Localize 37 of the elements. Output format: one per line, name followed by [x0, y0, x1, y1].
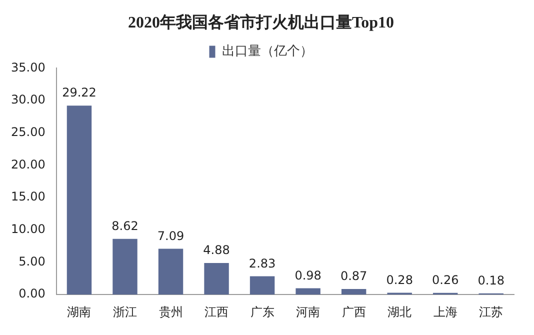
y-tick-label: 5.00: [18, 254, 46, 268]
legend-label: 出口量（亿个）: [222, 44, 313, 60]
x-tick-label: 湖南: [67, 304, 92, 319]
data-label: 29.22: [62, 86, 96, 100]
y-tick-label: 0.00: [18, 286, 46, 301]
y-tick-label: 30.00: [10, 92, 46, 107]
bar: [204, 263, 229, 295]
data-label: 0.26: [432, 273, 459, 288]
data-label: 0.87: [340, 269, 368, 284]
bar: [158, 248, 184, 295]
y-tick-label: 20.00: [10, 157, 46, 172]
y-tick-label: 35.00: [10, 60, 46, 74]
y-tick-label: 15.00: [10, 190, 46, 204]
bar: [112, 238, 138, 295]
data-label: 4.88: [203, 243, 230, 258]
data-label: 7.09: [157, 228, 184, 243]
x-tick-label: 上海: [433, 304, 458, 319]
data-label: 8.62: [112, 218, 138, 233]
x-tick-label: 江西: [204, 304, 229, 319]
y-tick-label: 25.00: [10, 125, 46, 140]
bar: [341, 288, 366, 295]
y-tick-label: 10.00: [10, 222, 46, 236]
bar: [296, 288, 320, 295]
bar: [66, 106, 92, 295]
data-label: 0.18: [478, 274, 504, 288]
x-tick-label: 浙江: [113, 304, 137, 319]
x-tick-label: 广东: [250, 304, 274, 319]
data-label: 0.98: [294, 268, 322, 282]
bar: [250, 276, 275, 295]
x-tick-label: 湖北: [388, 304, 412, 319]
data-label: 2.83: [248, 256, 276, 270]
x-tick-label: 贵州: [158, 304, 183, 319]
data-label: 0.28: [386, 272, 413, 287]
x-tick-label: 广西: [342, 304, 366, 319]
x-tick-label: 江苏: [479, 304, 504, 319]
chart-title: 2020年我国各省市打火机出口量Top10: [128, 14, 394, 32]
x-tick-label: 河南: [296, 304, 320, 319]
